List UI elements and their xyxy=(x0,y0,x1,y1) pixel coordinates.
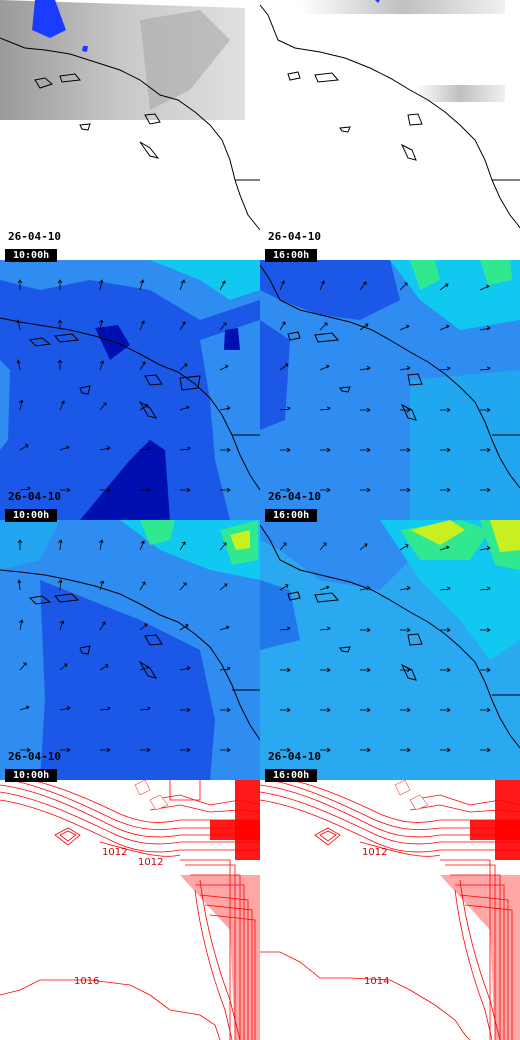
time-label: 10:00h xyxy=(5,509,58,522)
time-label: 16:00h xyxy=(265,769,318,782)
time-label: 16:00h xyxy=(265,249,318,262)
date-label: 26-04-10 xyxy=(8,750,61,763)
time-label: 16:00h xyxy=(265,509,318,522)
date-label: 26-04-10 xyxy=(268,750,321,763)
isobar-label-1: 1012 xyxy=(362,847,387,858)
precip-gray-top xyxy=(300,0,505,14)
precip-blue-dot xyxy=(375,0,380,3)
isobar-label-2: 1012 xyxy=(138,857,163,868)
precip-gray-streak xyxy=(140,10,230,110)
wind-arrows xyxy=(279,542,491,753)
wind-map-3 xyxy=(0,520,260,780)
isobar-label-1: 1012 xyxy=(102,847,127,858)
isobars xyxy=(260,780,520,1040)
wind-map-1 xyxy=(0,260,260,520)
wind-map-3-svg xyxy=(0,520,260,780)
precip-blue-dot xyxy=(82,46,88,52)
wind-arrows xyxy=(279,280,491,493)
isobars xyxy=(0,780,260,1040)
pressure-map-2-svg: 1012 1014 xyxy=(260,780,520,1040)
date-label: 26-04-10 xyxy=(8,490,61,503)
time-label: 10:00h xyxy=(5,249,58,262)
timestamp-label-2: 26-04-10 16:00h xyxy=(265,230,321,262)
pressure-map-1: 1012 1012 1016 xyxy=(0,780,260,1040)
wind-map-4-svg xyxy=(260,520,520,780)
timestamp-label-5: 26-04-10 10:00h xyxy=(5,750,61,782)
date-label: 26-04-10 xyxy=(268,230,321,243)
pressure-map-2: 1012 1014 xyxy=(260,780,520,1040)
wind-map-2 xyxy=(260,260,520,520)
precip-gray-band xyxy=(415,85,505,102)
wind-map-4 xyxy=(260,520,520,780)
wind-arrows xyxy=(17,539,231,753)
time-label: 10:00h xyxy=(5,769,58,782)
precip-map-1 xyxy=(0,0,260,260)
precip-map-1-svg xyxy=(0,0,260,231)
wind-arrows xyxy=(16,279,231,493)
precip-map-2 xyxy=(260,0,520,260)
wind-map-2-svg xyxy=(260,260,520,520)
wind-map-1-svg xyxy=(0,260,260,520)
precip-map-2-svg xyxy=(260,0,520,229)
date-label: 26-04-10 xyxy=(8,230,61,243)
pressure-map-1-svg: 1012 1012 1016 xyxy=(0,780,260,1040)
timestamp-label-4: 26-04-10 16:00h xyxy=(265,490,321,522)
timestamp-label-1: 26-04-10 10:00h xyxy=(5,230,61,262)
isobar-label-2: 1014 xyxy=(364,976,389,987)
timestamp-label-3: 26-04-10 10:00h xyxy=(5,490,61,522)
precip-blue-area xyxy=(32,0,66,38)
isobar-label-3: 1016 xyxy=(74,976,99,987)
date-label: 26-04-10 xyxy=(268,490,321,503)
timestamp-label-6: 26-04-10 16:00h xyxy=(265,750,321,782)
